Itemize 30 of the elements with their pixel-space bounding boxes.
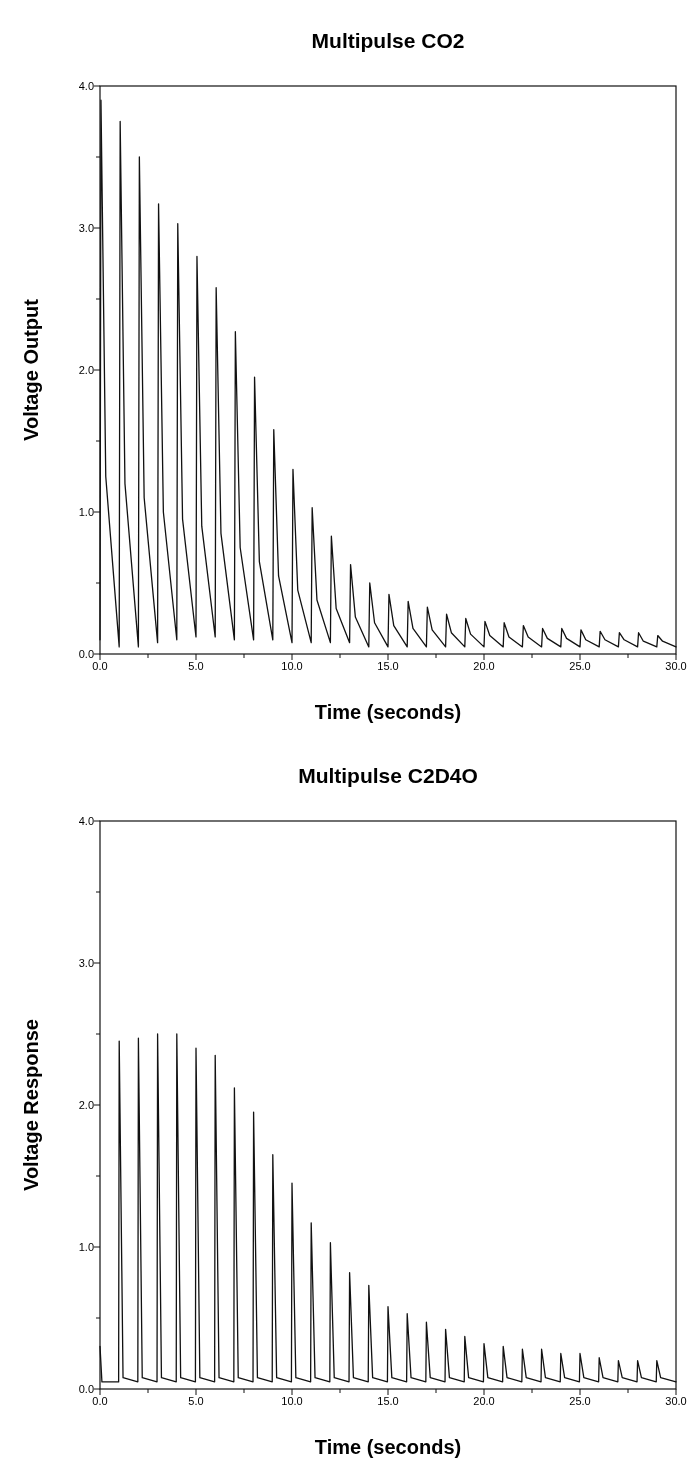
x-axis-title: Time (seconds): [314, 701, 462, 723]
x-tick-label: 0.0: [92, 1395, 108, 1407]
y-tick-label: 2.0: [78, 364, 94, 376]
y-axis-title: Voltage Response: [20, 1019, 42, 1191]
chart-title: Multipulse C2D4O: [298, 764, 478, 787]
x-axis-title: Time (seconds): [314, 1436, 462, 1458]
y-tick-label: 2.0: [78, 1099, 94, 1111]
x-tick-label: 25.0: [569, 660, 591, 672]
y-tick-label: 0.0: [78, 1383, 94, 1395]
x-tick-label: 25.0: [569, 1395, 591, 1407]
y-tick-label: 1.0: [78, 506, 94, 518]
y-tick-label: 0.0: [78, 648, 94, 660]
x-tick-label: 30.0: [665, 1395, 687, 1407]
y-tick-label: 4.0: [78, 80, 94, 92]
x-tick-label: 5.0: [188, 660, 204, 672]
y-tick-label: 4.0: [78, 815, 94, 827]
y-tick-label: 1.0: [78, 1241, 94, 1253]
x-tick-label: 0.0: [92, 660, 108, 672]
x-tick-label: 15.0: [377, 1395, 399, 1407]
x-tick-label: 15.0: [377, 660, 399, 672]
y-tick-label: 3.0: [78, 957, 94, 969]
x-tick-label: 5.0: [188, 1395, 204, 1407]
x-tick-label: 10.0: [281, 660, 303, 672]
x-tick-label: 20.0: [473, 1395, 495, 1407]
x-tick-label: 10.0: [281, 1395, 303, 1407]
chart-title: Multipulse CO2: [311, 29, 465, 52]
y-tick-label: 3.0: [78, 222, 94, 234]
x-tick-label: 20.0: [473, 660, 495, 672]
y-axis-title: Voltage Output: [20, 298, 42, 441]
x-tick-label: 30.0: [665, 660, 687, 672]
